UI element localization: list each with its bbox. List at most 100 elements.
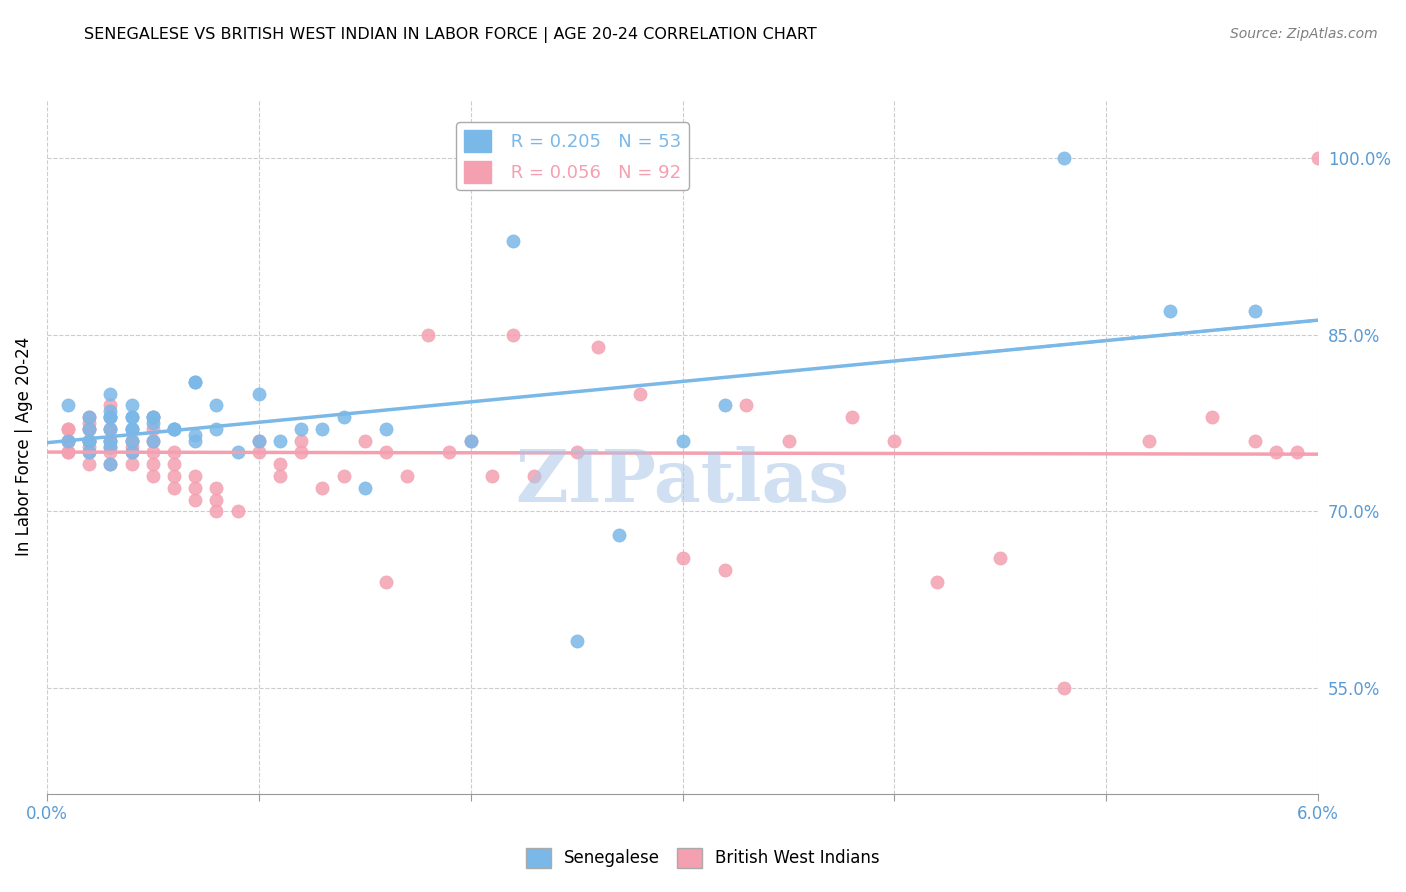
Point <box>100 386 122 401</box>
Point <box>121 422 143 436</box>
Point <box>269 434 291 448</box>
Point <box>77 457 100 471</box>
Point <box>439 445 461 459</box>
Point <box>163 422 186 436</box>
Point <box>290 422 312 436</box>
Point <box>714 399 737 413</box>
Point <box>374 445 396 459</box>
Point <box>1243 304 1265 318</box>
Point <box>502 234 524 248</box>
Point <box>247 434 270 448</box>
Point <box>142 410 165 425</box>
Point <box>77 422 100 436</box>
Text: ZIPatlas: ZIPatlas <box>516 446 849 516</box>
Point <box>100 422 122 436</box>
Point <box>332 410 354 425</box>
Point <box>77 410 100 425</box>
Point <box>671 551 693 566</box>
Point <box>121 422 143 436</box>
Point <box>163 422 186 436</box>
Point <box>100 404 122 418</box>
Point <box>142 434 165 448</box>
Point <box>184 481 207 495</box>
Point <box>1201 410 1223 425</box>
Point <box>205 492 228 507</box>
Point <box>142 410 165 425</box>
Point <box>121 399 143 413</box>
Point <box>565 445 588 459</box>
Point <box>121 410 143 425</box>
Point <box>163 422 186 436</box>
Point <box>56 399 79 413</box>
Point <box>184 427 207 442</box>
Point <box>100 422 122 436</box>
Point <box>100 399 122 413</box>
Point <box>77 410 100 425</box>
Point <box>1392 704 1406 718</box>
Point <box>883 434 905 448</box>
Point <box>142 434 165 448</box>
Point <box>121 445 143 459</box>
Point <box>100 422 122 436</box>
Legend:  R = 0.205   N = 53,  R = 0.056   N = 92: R = 0.205 N = 53, R = 0.056 N = 92 <box>457 122 689 190</box>
Point <box>714 563 737 577</box>
Point <box>77 440 100 454</box>
Point <box>1371 399 1393 413</box>
Point <box>205 399 228 413</box>
Point <box>184 434 207 448</box>
Point <box>77 445 100 459</box>
Point <box>100 434 122 448</box>
Point <box>311 481 333 495</box>
Point <box>56 434 79 448</box>
Point <box>77 434 100 448</box>
Point <box>142 410 165 425</box>
Point <box>100 445 122 459</box>
Point <box>100 434 122 448</box>
Point <box>247 434 270 448</box>
Point <box>481 469 503 483</box>
Point <box>226 445 249 459</box>
Point <box>100 434 122 448</box>
Point <box>1053 681 1076 695</box>
Point <box>269 469 291 483</box>
Point <box>735 399 758 413</box>
Point <box>56 445 79 459</box>
Point <box>121 440 143 454</box>
Point <box>77 434 100 448</box>
Point <box>184 375 207 389</box>
Point <box>1159 304 1181 318</box>
Point <box>100 440 122 454</box>
Y-axis label: In Labor Force | Age 20-24: In Labor Force | Age 20-24 <box>15 337 32 557</box>
Point <box>269 457 291 471</box>
Text: Source: ZipAtlas.com: Source: ZipAtlas.com <box>1230 27 1378 41</box>
Point <box>184 375 207 389</box>
Point <box>226 504 249 518</box>
Point <box>374 422 396 436</box>
Point <box>163 457 186 471</box>
Point <box>523 469 546 483</box>
Point <box>290 445 312 459</box>
Point <box>56 434 79 448</box>
Point <box>205 422 228 436</box>
Point <box>163 481 186 495</box>
Point <box>77 445 100 459</box>
Point <box>1264 445 1286 459</box>
Point <box>607 528 630 542</box>
Point <box>778 434 800 448</box>
Point <box>77 434 100 448</box>
Point <box>671 434 693 448</box>
Point <box>205 481 228 495</box>
Point <box>396 469 419 483</box>
Point <box>100 410 122 425</box>
Point <box>163 445 186 459</box>
Legend: Senegalese, British West Indians: Senegalese, British West Indians <box>519 841 887 875</box>
Point <box>1329 281 1351 295</box>
Point <box>1308 152 1330 166</box>
Point <box>121 434 143 448</box>
Point <box>1350 152 1372 166</box>
Point <box>841 410 863 425</box>
Point <box>121 457 143 471</box>
Point <box>418 327 440 342</box>
Point <box>100 410 122 425</box>
Point <box>121 422 143 436</box>
